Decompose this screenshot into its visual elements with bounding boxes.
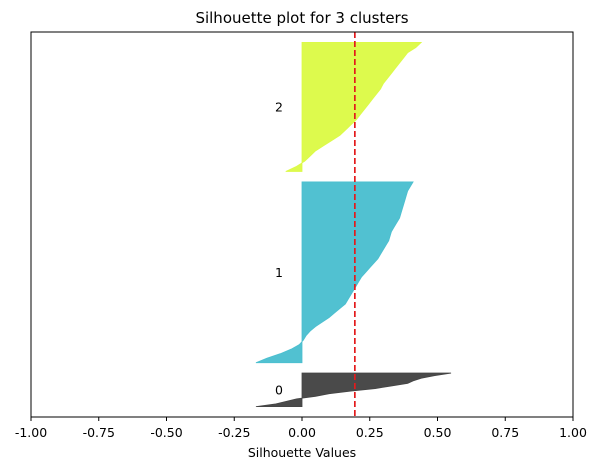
silhouette-area-cluster-2 (285, 41, 423, 172)
plot-area: 0 1 2 (30, 31, 574, 418)
x-tick-label: 0.50 (424, 425, 452, 440)
x-tick-label: 0.25 (356, 425, 384, 440)
silhouette-area-cluster-1 (255, 181, 414, 364)
x-tick-label: 1.00 (559, 425, 587, 440)
x-axis-label: Silhouette Values (248, 445, 356, 460)
cluster-label-1: 1 (275, 265, 283, 280)
cluster-label-0: 0 (275, 382, 283, 397)
x-tick-label: -0.50 (150, 425, 182, 440)
x-tick-label: -0.75 (83, 425, 115, 440)
cluster-label-2: 2 (275, 99, 283, 114)
cluster-labels: 0 1 2 (275, 99, 283, 397)
silhouette-areas (255, 41, 452, 408)
x-tick-label: 0.00 (288, 425, 316, 440)
x-axis: -1.00 -0.75 -0.50 -0.25 0.00 0.25 0.50 0.75 1.00 (15, 417, 587, 440)
silhouette-area-cluster-0 (255, 372, 452, 408)
x-tick-label: 0.75 (491, 425, 519, 440)
x-tick-label: -0.25 (218, 425, 250, 440)
chart-title: Silhouette plot for 3 clusters (195, 9, 408, 27)
x-tick-label: -1.00 (15, 425, 47, 440)
